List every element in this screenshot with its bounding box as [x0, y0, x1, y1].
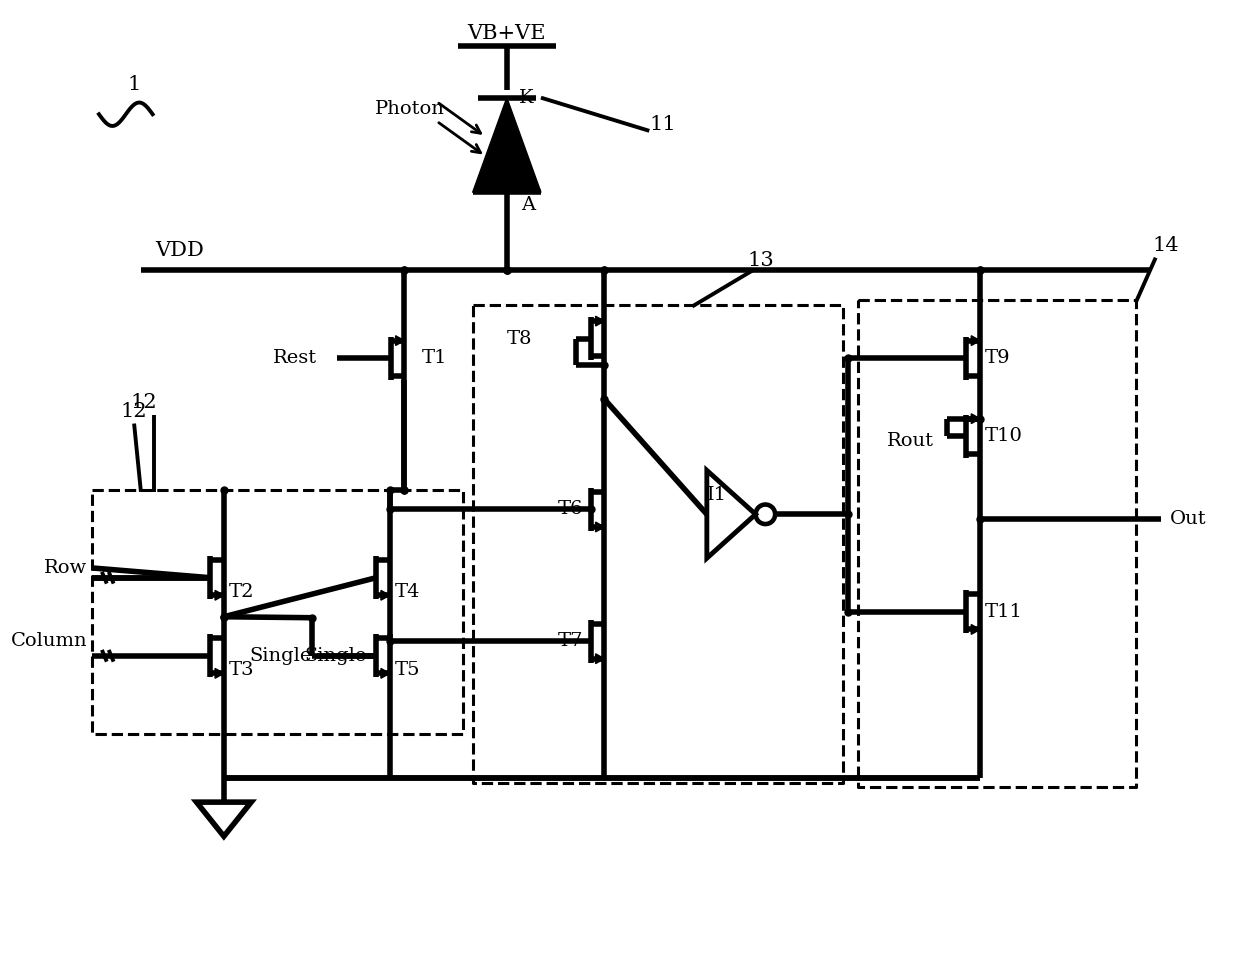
Polygon shape: [396, 335, 404, 345]
Text: 12: 12: [120, 402, 148, 421]
Text: Rout: Rout: [888, 433, 935, 450]
Text: T1: T1: [422, 349, 448, 367]
Text: K: K: [520, 88, 533, 107]
Text: T5: T5: [394, 661, 420, 679]
Polygon shape: [381, 669, 389, 678]
Text: 14: 14: [1152, 236, 1179, 256]
Text: Single: Single: [249, 646, 311, 665]
Text: A: A: [521, 196, 536, 214]
Polygon shape: [595, 522, 604, 532]
Text: Single: Single: [304, 646, 366, 665]
Text: VB+VE: VB+VE: [467, 23, 546, 43]
Text: T6: T6: [558, 501, 583, 518]
Text: 11: 11: [650, 115, 676, 133]
Text: Photon: Photon: [374, 100, 445, 119]
Text: Rest: Rest: [273, 349, 317, 367]
Text: Out: Out: [1171, 510, 1207, 528]
Text: T11: T11: [985, 603, 1023, 621]
Text: I1: I1: [707, 486, 727, 503]
Text: T3: T3: [228, 661, 254, 679]
Polygon shape: [971, 414, 980, 424]
Text: Column: Column: [11, 632, 87, 650]
Text: T10: T10: [985, 428, 1023, 445]
Polygon shape: [215, 669, 224, 678]
Text: VDD: VDD: [155, 241, 205, 260]
Polygon shape: [595, 316, 604, 326]
Text: T9: T9: [985, 349, 1011, 367]
Text: 13: 13: [748, 251, 774, 270]
Polygon shape: [215, 590, 224, 600]
Text: T8: T8: [507, 330, 532, 348]
Polygon shape: [971, 335, 980, 345]
Polygon shape: [971, 625, 980, 635]
Text: 1: 1: [128, 76, 141, 94]
Text: Row: Row: [43, 559, 87, 577]
Text: T7: T7: [558, 632, 583, 650]
Polygon shape: [472, 97, 541, 192]
Text: 12: 12: [130, 393, 157, 411]
Text: T2: T2: [228, 583, 254, 602]
Polygon shape: [381, 590, 389, 600]
Polygon shape: [595, 654, 604, 664]
Text: T4: T4: [394, 583, 420, 602]
